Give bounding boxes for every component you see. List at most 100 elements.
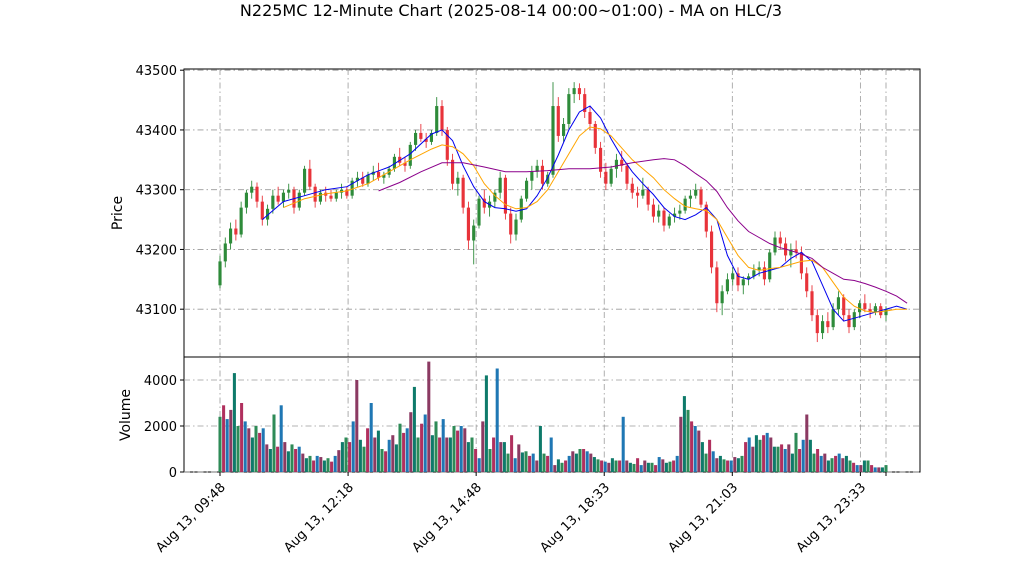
volume-bar: [632, 463, 636, 472]
volume-bar: [506, 453, 510, 472]
volume-bar: [531, 453, 535, 472]
candle-body: [593, 123, 597, 148]
candle-body: [535, 165, 539, 172]
volume-bar: [621, 416, 625, 472]
volume-bar: [718, 455, 722, 472]
x-axis-ticks: Aug 13, 09:48 Aug 13, 12:18 Aug 13, 14:48 A…: [153, 472, 887, 556]
volume-bar: [589, 453, 593, 472]
volume-bar: [276, 446, 280, 472]
volume-bar: [312, 460, 316, 472]
candle-body: [826, 321, 830, 328]
candle-body: [704, 204, 708, 232]
candle-body: [271, 195, 275, 209]
volume-bar: [848, 460, 852, 472]
volume-bar: [711, 451, 715, 472]
volume-bar: [618, 460, 622, 472]
volume-bar: [884, 465, 888, 472]
candle-body: [598, 147, 603, 172]
volume-bar: [362, 446, 366, 472]
volume-bar: [247, 428, 251, 472]
volume-bar: [286, 451, 290, 472]
volume-bar: [744, 442, 748, 472]
candle-body: [228, 228, 233, 244]
candle-body: [408, 144, 412, 166]
volume-bar: [488, 449, 492, 472]
volume-bar: [870, 465, 874, 472]
candle-body: [662, 210, 666, 226]
volume-bar: [668, 461, 672, 472]
candle-body: [382, 174, 386, 178]
volume-bar: [459, 426, 463, 472]
volume-bar: [434, 421, 438, 472]
candles: [218, 82, 888, 343]
candle-body: [445, 129, 449, 160]
candle-body: [329, 195, 333, 199]
candle-body: [762, 267, 767, 280]
volume-bar: [322, 460, 326, 472]
volume-bar: [812, 453, 816, 472]
x-tick-label: Aug 13, 23:33: [794, 480, 870, 556]
volume-bar: [402, 432, 406, 472]
volume-bar: [866, 460, 870, 472]
volume-bar: [315, 455, 319, 472]
candle-body: [799, 252, 804, 274]
volume-bar: [358, 439, 362, 472]
volume-bar: [852, 462, 856, 472]
volume-bar: [880, 467, 884, 472]
volume-bar: [567, 455, 571, 472]
volume-bar: [823, 453, 827, 472]
volume-bar: [830, 458, 834, 472]
candle-body: [757, 267, 761, 271]
volume-bar: [380, 449, 384, 472]
volume-bar: [585, 451, 589, 472]
volume-bar: [855, 465, 859, 472]
candle-body: [720, 291, 724, 304]
volume-bar: [308, 455, 312, 472]
candle-body: [255, 186, 259, 202]
candle-body: [350, 180, 354, 196]
price-axis-title: Price: [110, 196, 126, 230]
volume-bar: [729, 460, 733, 472]
candle-body: [429, 132, 434, 142]
volume-bar: [841, 458, 845, 472]
candle-body: [524, 180, 529, 199]
candle-body: [794, 249, 798, 253]
volume-bar: [747, 437, 751, 472]
candle-body: [789, 249, 793, 256]
volume-bar: [445, 437, 449, 472]
volume-bar: [301, 453, 305, 472]
price-tick-label: 43300: [136, 184, 177, 199]
volume-bar: [564, 460, 568, 472]
candle-body: [461, 177, 465, 208]
volume-bar: [628, 462, 632, 472]
candle-body: [376, 171, 381, 178]
moving-average-line: [283, 126, 908, 313]
x-tick-label: Aug 13, 18:33: [538, 480, 614, 556]
volume-axis-title: Volume: [118, 389, 134, 441]
x-tick-label: Aug 13, 09:48: [153, 480, 229, 556]
volume-bar: [474, 449, 478, 472]
candle-body: [609, 168, 613, 184]
price-tick-label: 43400: [136, 124, 177, 139]
volume-bar: [369, 403, 373, 472]
volume-bar: [279, 405, 283, 472]
volume-bar: [650, 462, 654, 472]
volume-bar: [819, 455, 823, 472]
candle-body: [519, 198, 523, 220]
volume-bar: [682, 396, 686, 472]
candle-body: [456, 177, 460, 184]
volume-bar: [610, 458, 614, 472]
volume-bar: [272, 414, 276, 472]
volume-bar: [657, 457, 661, 472]
volume-bar: [510, 435, 514, 472]
candle-body: [297, 192, 301, 208]
candle-body: [852, 312, 856, 328]
volume-bar: [294, 449, 298, 472]
candle-body: [287, 189, 291, 193]
candle-body: [302, 168, 307, 193]
volume-bar: [834, 455, 838, 472]
volume-bar: [254, 426, 258, 472]
candle-body: [223, 243, 227, 262]
candle-body: [657, 210, 661, 217]
candle-body: [472, 225, 476, 241]
